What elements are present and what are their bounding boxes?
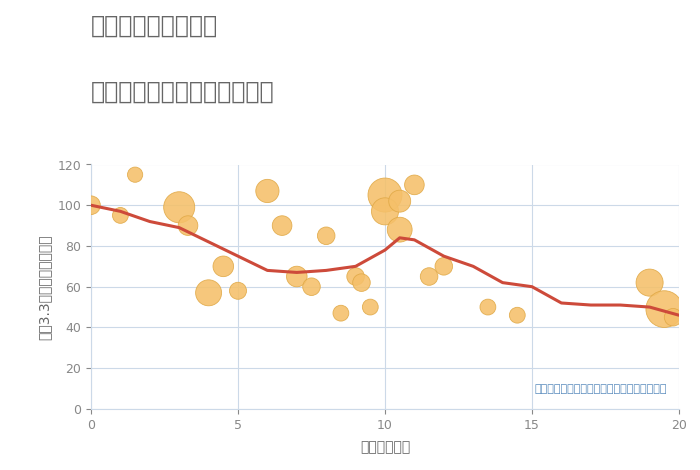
- Point: [130, 171, 141, 179]
- Point: [276, 222, 288, 229]
- Point: [203, 289, 214, 297]
- Point: [291, 273, 302, 280]
- Point: [379, 208, 391, 215]
- Point: [85, 202, 97, 209]
- Point: [183, 222, 194, 229]
- Point: [335, 309, 346, 317]
- Point: [306, 283, 317, 290]
- Point: [482, 303, 493, 311]
- Point: [379, 191, 391, 199]
- Point: [659, 306, 670, 313]
- Point: [394, 226, 405, 234]
- Point: [321, 232, 332, 240]
- Point: [218, 263, 229, 270]
- X-axis label: 駅距離（分）: 駅距離（分）: [360, 440, 410, 454]
- Text: 円の大きさは、取引のあった物件面積を示す: 円の大きさは、取引のあった物件面積を示す: [535, 384, 667, 394]
- Point: [262, 187, 273, 195]
- Point: [350, 273, 361, 280]
- Point: [512, 312, 523, 319]
- Point: [356, 279, 367, 286]
- Text: 駅距離別中古マンション価格: 駅距離別中古マンション価格: [91, 80, 274, 104]
- Point: [668, 313, 679, 321]
- Point: [232, 287, 244, 295]
- Y-axis label: 坪（3.3㎡）単価（万円）: 坪（3.3㎡）単価（万円）: [38, 234, 52, 339]
- Point: [394, 197, 405, 205]
- Point: [115, 212, 126, 219]
- Point: [409, 181, 420, 188]
- Point: [174, 204, 185, 211]
- Point: [424, 273, 435, 280]
- Point: [365, 303, 376, 311]
- Text: 千葉県市原市飯給の: 千葉県市原市飯給の: [91, 14, 218, 38]
- Point: [438, 263, 449, 270]
- Point: [644, 279, 655, 286]
